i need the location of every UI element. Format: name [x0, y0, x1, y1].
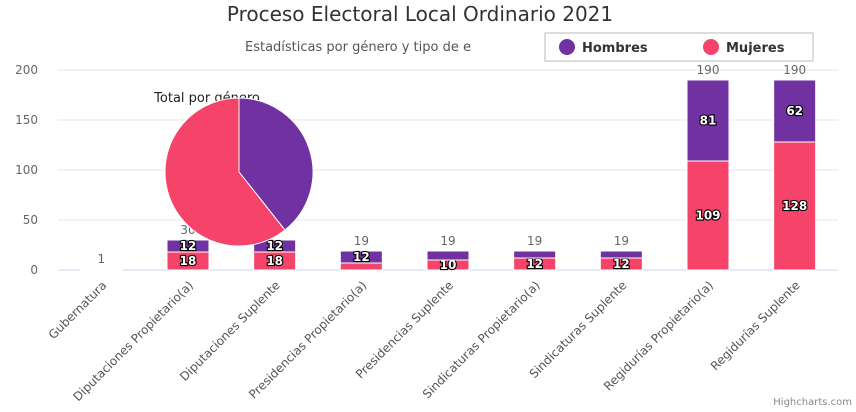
data-label-hombres: 12	[353, 250, 370, 264]
data-label-mujeres: 18	[180, 254, 197, 268]
stack-total-label: 19	[354, 234, 369, 248]
stack-total-label: 19	[440, 234, 455, 248]
x-tick-label: Presidencias Suplente	[353, 278, 456, 381]
data-label-mujeres: 12	[526, 257, 543, 271]
stack-total-label: 190	[697, 63, 720, 77]
legend-box	[544, 32, 814, 62]
bar-hombres[interactable]	[773, 79, 817, 143]
stack-total-label: 190	[783, 63, 806, 77]
bar-hombres[interactable]	[79, 268, 123, 271]
bar-group-gubernatura[interactable]: 1	[79, 252, 123, 271]
data-label-mujeres: 109	[695, 209, 720, 223]
bar-hombres[interactable]	[166, 239, 210, 253]
data-label-hombres: 12	[266, 239, 283, 253]
data-label-hombres: 81	[700, 114, 717, 128]
pie-slice-mujeres[interactable]	[164, 97, 286, 247]
y-tick-label: 0	[30, 263, 38, 277]
data-label-mujeres: 18	[266, 254, 283, 268]
legend-label-hombres: Hombres	[582, 41, 648, 56]
data-label-hombres: 12	[180, 239, 197, 253]
legend-marker-hombres	[559, 39, 575, 55]
bar-mujeres[interactable]	[339, 262, 383, 271]
x-tick-label: Sindicaturas Suplente	[527, 278, 630, 381]
x-tick-label: Diputaciones Suplente	[177, 278, 283, 384]
legend-label-mujeres: Mujeres	[726, 41, 785, 56]
data-label-mujeres: 10	[440, 258, 457, 272]
chart-subtitle: Estadísticas por género y tipo de e	[245, 40, 471, 55]
y-tick-label: 100	[15, 163, 38, 177]
y-tick-label: 50	[23, 213, 38, 227]
bar-hombres[interactable]	[253, 239, 297, 253]
bar-hombres[interactable]	[513, 250, 557, 259]
bar-hombres[interactable]	[426, 250, 470, 261]
bar-group-regidurias-propietario-a[interactable]: 109 81 190	[686, 63, 730, 271]
data-label-hombres: 62	[786, 104, 803, 118]
pie-chart	[164, 97, 314, 247]
x-tick-label: Gubernatura	[46, 278, 110, 342]
stack-total-label: 19	[527, 234, 542, 248]
y-tick-label: 150	[15, 113, 38, 127]
bar-hombres[interactable]	[599, 250, 643, 259]
bar-group-presidencias-suplente[interactable]: 10 19	[426, 234, 470, 273]
bars: 1181230181230121910191219121910981190128…	[79, 63, 817, 273]
bar-hombres[interactable]	[686, 79, 730, 162]
bar-mujeres[interactable]	[773, 141, 817, 271]
chart-title: Proceso Electoral Local Ordinario 2021	[227, 2, 613, 26]
legend-marker-mujeres	[703, 39, 719, 55]
legend-item-hombres[interactable]: Hombres	[559, 39, 648, 56]
stack-total-label: 19	[614, 234, 629, 248]
x-tick-label: Regidurías Suplente	[708, 278, 803, 373]
bar-group-sindicaturas-suplente[interactable]: 12 19	[599, 234, 643, 272]
y-axis: 0 50 100 150 200	[15, 63, 38, 277]
legend: Hombres Mujeres	[544, 32, 814, 62]
data-label-mujeres: 128	[782, 199, 807, 213]
pie-slice-hombres[interactable]	[238, 97, 314, 231]
stack-total-label: 1	[98, 252, 106, 266]
data-label-mujeres: 12	[613, 257, 630, 271]
bar-group-sindicaturas-propietario-a[interactable]: 12 19	[513, 234, 557, 272]
bar-hombres[interactable]	[339, 250, 383, 264]
y-tick-label: 200	[15, 63, 38, 77]
credits-link[interactable]: Highcharts.com	[773, 397, 852, 408]
legend-item-mujeres[interactable]: Mujeres	[703, 39, 785, 56]
bar-group-regidurias-suplente[interactable]: 128 62 190	[773, 63, 817, 271]
